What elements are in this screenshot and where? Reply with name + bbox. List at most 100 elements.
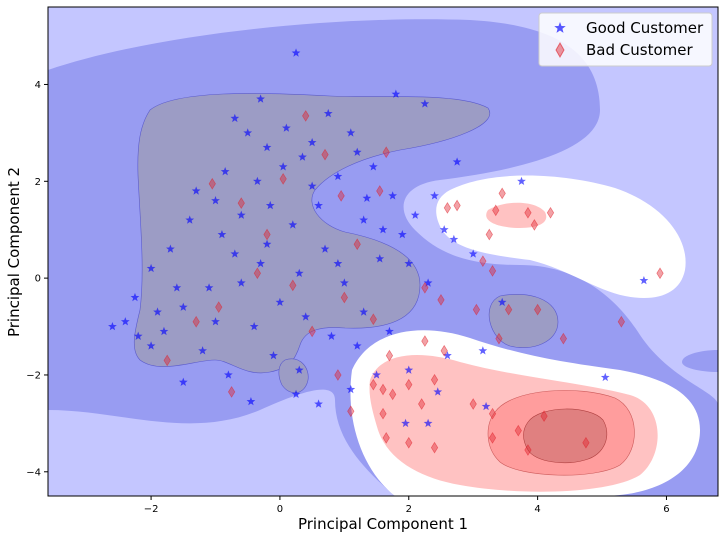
good-customer-point: [352, 341, 362, 350]
good-customer-point: [249, 321, 259, 331]
good-customer-point: [327, 331, 336, 340]
good-customer-point: [375, 254, 385, 263]
good-customer-point: [146, 341, 156, 350]
bad-customer-point: [453, 199, 461, 212]
good-customer-point: [420, 99, 430, 108]
bad-customer-point: [440, 344, 448, 357]
bad-customer-point: [492, 204, 500, 217]
y-tick-label: −2: [26, 370, 41, 381]
good-customer-point: [153, 307, 162, 316]
bad-customer-point: [488, 432, 497, 444]
good-customer-point: [217, 229, 227, 239]
legend: Good Customer Bad Customer: [538, 12, 713, 67]
y-tick-label: 0: [35, 274, 41, 285]
good-customer-point: [298, 152, 307, 161]
legend-star-icon: [554, 22, 566, 33]
good-customer-point: [346, 384, 356, 394]
good-customer-point: [159, 326, 169, 336]
good-customer-point: [320, 244, 330, 253]
bad-customer-point: [430, 441, 439, 454]
good-customer-point: [391, 89, 401, 98]
y-tick-label: 4: [35, 80, 41, 91]
good-customer-point: [333, 259, 343, 268]
bad-customer-point: [321, 148, 329, 161]
good-customer-point: [265, 200, 275, 210]
good-customer-point: [269, 350, 278, 360]
good-customer-point: [478, 346, 488, 355]
good-customer-point: [256, 94, 265, 103]
good-customer-point: [191, 186, 201, 195]
bad-customer-point: [208, 177, 216, 190]
x-axis-ticks: −2 0 2 4 6: [144, 496, 670, 515]
bad-customer-point: [559, 332, 567, 345]
good-customer-point: [639, 275, 649, 285]
good-customer-point: [291, 48, 301, 57]
x-axis-label: Principal Component 1: [298, 515, 468, 533]
bad-customer-point: [437, 294, 445, 306]
good-customer-point: [314, 200, 323, 210]
plot-frame: [47, 6, 719, 497]
x-tick-label: 4: [534, 504, 540, 515]
good-customer-point: [359, 215, 369, 224]
bad-customer-point: [334, 369, 342, 381]
bad-customer-point: [382, 146, 390, 159]
good-customer-point: [433, 387, 443, 396]
bad-customer-point: [505, 303, 513, 316]
good-customer-point: [230, 249, 240, 258]
contour-bad-lower-red3: [523, 408, 608, 464]
good-customer-point: [368, 162, 378, 171]
x-tick-label: −2: [144, 504, 159, 515]
good-customer-point: [449, 234, 459, 244]
bad-customer-point: [530, 219, 539, 231]
bad-customer-point: [192, 315, 200, 328]
good-customer-point: [120, 317, 130, 326]
good-customer-point: [339, 278, 349, 287]
good-customer-point: [262, 239, 272, 248]
good-customer-point: [401, 418, 410, 428]
bad-customer-point: [498, 187, 506, 200]
x-tick-label: 0: [277, 504, 283, 515]
good-customer-point: [146, 263, 156, 273]
y-axis-label: Principal Component 2: [5, 167, 23, 337]
bad-customer-point: [534, 303, 542, 316]
good-customer-point: [281, 123, 291, 132]
bad-customer-point: [540, 410, 548, 422]
bad-customer-point: [546, 206, 555, 219]
bad-customer-point: [405, 436, 413, 449]
bad-customer-point: [379, 383, 387, 396]
bad-customer-point: [369, 313, 377, 326]
series-bad-customer: [163, 110, 664, 456]
bad-customer-point: [253, 267, 261, 280]
bad-customer-point: [337, 189, 345, 202]
good-customer-point: [372, 370, 381, 379]
bad-customer-point: [495, 332, 503, 345]
good-customer-point: [236, 210, 246, 219]
good-customer-point: [211, 196, 220, 205]
bad-customer-point: [215, 301, 223, 314]
good-customer-point: [397, 229, 407, 239]
bad-customer-point: [421, 335, 429, 347]
good-customer-point: [236, 278, 246, 287]
bad-customer-point: [405, 378, 413, 391]
bad-customer-point: [617, 315, 625, 328]
good-customer-point: [385, 326, 394, 336]
good-customer-point: [278, 162, 288, 171]
bad-customer-point: [479, 255, 487, 268]
bad-customer-point: [227, 386, 236, 398]
good-customer-point: [204, 283, 214, 292]
good-customer-point: [133, 331, 143, 340]
bad-customer-point: [376, 185, 384, 197]
bad-customer-point: [353, 238, 361, 251]
bad-customer-point: [369, 378, 377, 391]
x-tick-label: 2: [406, 504, 412, 515]
decision-contours: [48, 7, 718, 496]
good-customer-point: [404, 365, 414, 374]
bad-customer-point: [340, 291, 348, 304]
bad-customer-point: [382, 432, 390, 444]
bad-customer-point: [443, 202, 452, 214]
good-customer-point: [178, 302, 188, 311]
good-customer-point: [230, 113, 240, 123]
good-customer-point: [178, 377, 188, 386]
good-customer-point: [275, 297, 285, 307]
